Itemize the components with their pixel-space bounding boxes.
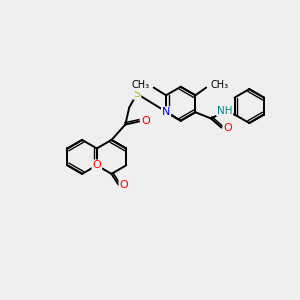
Text: N: N — [162, 107, 170, 117]
Text: O: O — [92, 160, 101, 170]
Text: O: O — [223, 123, 232, 133]
Text: CH₃: CH₃ — [210, 80, 228, 90]
Text: O: O — [119, 180, 128, 190]
Text: NH: NH — [217, 106, 233, 116]
Text: CH₃: CH₃ — [132, 80, 150, 90]
Text: O: O — [141, 116, 150, 127]
Text: S: S — [133, 89, 140, 99]
